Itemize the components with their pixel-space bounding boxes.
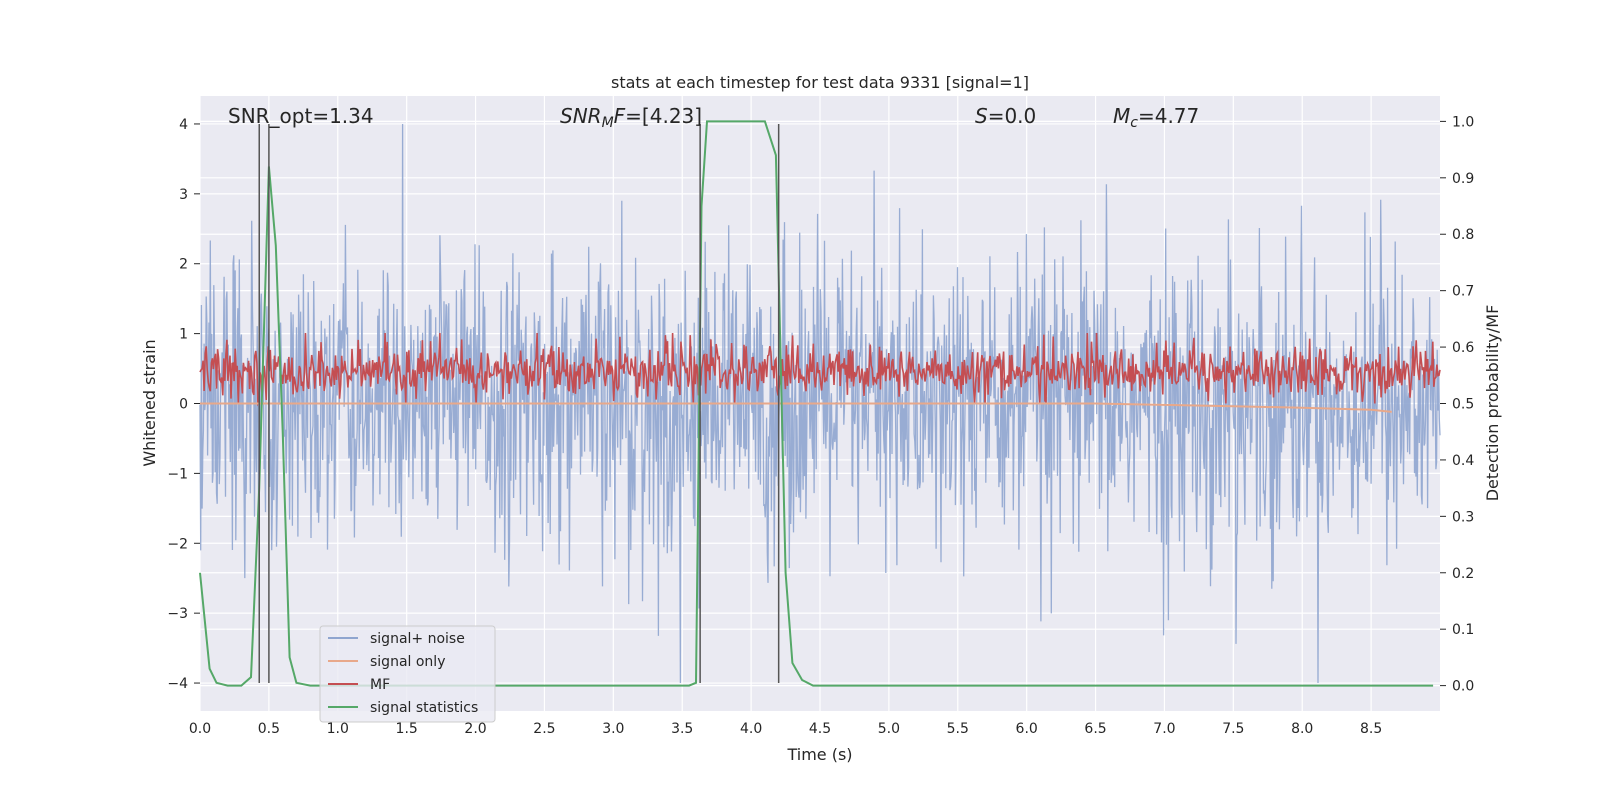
x-axis-label: Time (s) — [786, 745, 852, 764]
y-tick-label: −1 — [167, 466, 188, 482]
mf-line — [199, 332, 1441, 407]
x-tick-label: 5.5 — [947, 721, 969, 737]
y2-axis-label: Detection probability/MF — [1483, 305, 1502, 502]
x-tick-label: 1.5 — [396, 721, 418, 737]
legend-label-signal-only: signal only — [370, 654, 445, 670]
y-tick-label: −4 — [167, 676, 188, 692]
x-tick-label: 2.5 — [533, 721, 555, 737]
y-axis-ticks: −4 −3 −2 −1 0 1 2 3 4 — [167, 117, 200, 692]
signal-only-series — [200, 402, 1392, 413]
annotation-s: S=0.0 — [975, 104, 1036, 128]
y2-axis-ticks: 0.0 0.1 0.2 0.3 0.4 0.5 0.6 0.7 0.8 0.9 1.0 — [1440, 114, 1474, 695]
vertical-markers — [258, 123, 780, 684]
x-axis-ticks: 0.0 0.5 1.0 1.5 2.0 2.5 3.0 3.5 4.0 4.5 5.0 5.5 6.0 6… — [189, 721, 1382, 737]
y-tick-label: 4 — [179, 117, 188, 133]
annotation-snr-mf: SNRMF=[4.23] — [560, 104, 702, 131]
signal-statistics-line — [199, 120, 1434, 687]
y2-tick-label: 0.3 — [1452, 509, 1474, 525]
y2-tick-label: 0.8 — [1452, 227, 1474, 243]
signal-noise-line — [199, 123, 1441, 684]
y2-tick-label: 0.2 — [1452, 566, 1474, 582]
mf-series — [199, 332, 1441, 407]
x-tick-label: 5.0 — [878, 721, 900, 737]
y2-tick-label: 0.0 — [1452, 679, 1474, 695]
x-tick-label: 1.0 — [327, 721, 349, 737]
legend-label-mf: MF — [370, 677, 390, 693]
y-tick-label: 0 — [179, 397, 188, 413]
x-tick-label: 3.0 — [602, 721, 624, 737]
y2-tick-label: 0.1 — [1452, 622, 1474, 638]
y2-tick-label: 0.9 — [1452, 171, 1474, 187]
y-axis-label: Whitened strain — [140, 339, 159, 466]
legend-label-signal-noise: signal+ noise — [370, 631, 465, 647]
y-tick-label: −2 — [167, 536, 188, 552]
chart-title: stats at each timestep for test data 933… — [611, 73, 1029, 92]
y2-tick-label: 0.5 — [1452, 397, 1474, 413]
x-tick-label: 7.5 — [1222, 721, 1244, 737]
y-tick-label: 1 — [179, 327, 188, 343]
y-tick-label: 3 — [179, 187, 188, 203]
y2-tick-label: 0.7 — [1452, 284, 1474, 300]
signal-only-line — [200, 402, 1392, 413]
x-tick-label: 4.5 — [809, 721, 831, 737]
y2-tick-label: 1.0 — [1452, 114, 1474, 130]
x-tick-label: 3.5 — [671, 721, 693, 737]
x-tick-label: 8.5 — [1360, 721, 1382, 737]
x-tick-label: 6.5 — [1084, 721, 1106, 737]
x-tick-label: 6.0 — [1016, 721, 1038, 737]
y-tick-label: −3 — [167, 606, 188, 622]
signal-statistics-series — [199, 120, 1434, 687]
annotation-mc: Mc=4.77 — [1113, 104, 1199, 131]
signal-noise-series — [199, 123, 1441, 684]
legend-box — [319, 625, 496, 723]
y2-tick-label: 0.4 — [1452, 453, 1474, 469]
legend: signal+ noise signal only MF signal stat… — [319, 625, 496, 723]
y2-tick-label: 0.6 — [1452, 340, 1474, 356]
x-tick-label: 2.0 — [464, 721, 486, 737]
y-tick-label: 2 — [179, 257, 188, 273]
x-tick-label: 8.0 — [1291, 721, 1313, 737]
legend-label-signal-statistics: signal statistics — [370, 700, 478, 716]
x-tick-label: 7.0 — [1153, 721, 1175, 737]
x-tick-label: 4.0 — [740, 721, 762, 737]
x-tick-label: 0.0 — [189, 721, 211, 737]
annotation-snr-opt: SNR_opt=1.34 — [228, 104, 374, 128]
x-tick-label: 0.5 — [258, 721, 280, 737]
